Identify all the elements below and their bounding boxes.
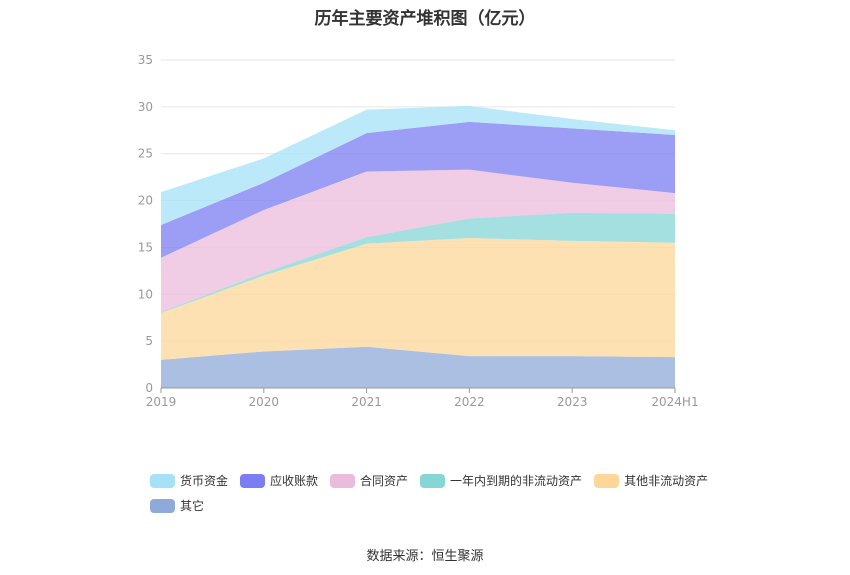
x-tick-label: 2024H1	[651, 395, 698, 409]
y-tick-label: 10	[138, 287, 153, 301]
legend-label: 一年内到期的非流动资产	[450, 474, 583, 488]
x-tick-label: 2019	[146, 395, 177, 409]
legend-swatch	[150, 498, 175, 513]
area-一年内到期的非流动资产	[161, 212, 675, 314]
area-其他非流动资产	[161, 238, 675, 360]
x-tick-label: 2022	[454, 395, 485, 409]
legend-item[interactable]: 其它	[150, 497, 204, 514]
legend-item[interactable]: 一年内到期的非流动资产	[420, 472, 582, 489]
chart-title: 历年主要资产堆积图（亿元）	[314, 9, 536, 29]
area-应收账款	[161, 121, 675, 258]
x-tick-label: 2020	[249, 395, 280, 409]
legend-swatch	[594, 473, 620, 488]
legend-label: 其他非流动资产	[624, 474, 709, 488]
y-tick-label: 20	[138, 194, 153, 208]
legend-swatch	[420, 473, 446, 488]
legend-swatch	[150, 473, 175, 488]
data-source: 数据来源：恒生聚源	[366, 549, 484, 564]
stacked-area-chart: 0 5 10 15 20 25 30 35 2019 2020 2021 2022 2023 2024H1	[138, 53, 699, 409]
legend-item[interactable]: 货币资金	[150, 472, 228, 489]
legend: 货币资金 应收账款 合同资产 一年内到期的非流动资产 其他非流动资产其它	[150, 472, 730, 514]
area-series	[161, 105, 675, 388]
x-tick-label: 2021	[351, 395, 382, 409]
area-其它	[161, 346, 675, 388]
legend-item[interactable]: 合同资产	[330, 472, 408, 489]
area-合同资产	[161, 169, 675, 313]
y-tick-label: 35	[138, 53, 153, 67]
legend-swatch	[330, 473, 356, 488]
y-tick-label: 25	[138, 147, 153, 161]
legend-label: 货币资金	[180, 474, 229, 488]
y-tick-label: 5	[145, 334, 153, 348]
y-tick-label: 15	[138, 240, 153, 254]
area-货币资金	[161, 105, 675, 225]
legend-label: 合同资产	[360, 474, 409, 488]
legend-label: 其它	[180, 499, 205, 513]
x-tick-label: 2023	[557, 395, 588, 409]
legend-swatch	[240, 473, 266, 488]
y-tick-label: 30	[138, 100, 153, 114]
legend-label: 应收账款	[270, 474, 319, 488]
axes: 0 5 10 15 20 25 30 35 2019 2020 2021 2022 2023 2024H1	[138, 53, 699, 409]
legend-item[interactable]: 应收账款	[240, 472, 318, 489]
y-tick-label: 0	[145, 381, 153, 395]
legend-item[interactable]: 其他非流动资产	[594, 472, 708, 489]
